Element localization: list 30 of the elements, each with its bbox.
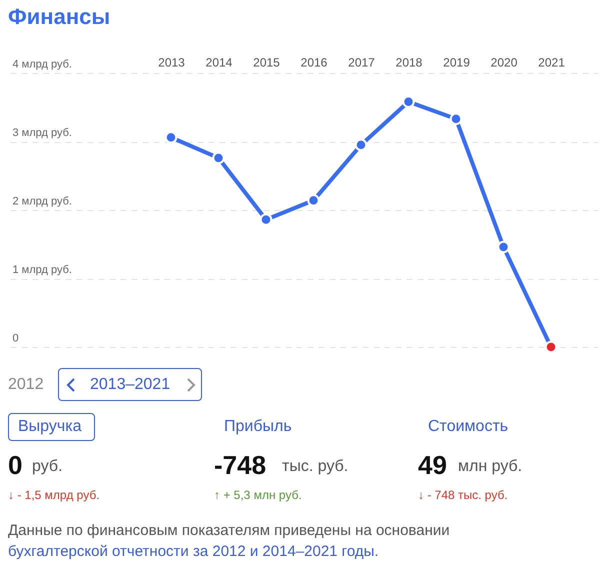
x-tick-label: 2017 xyxy=(348,56,376,70)
y-tick-label: 3 млрд руб. xyxy=(12,127,72,139)
x-tick-label: 2013 xyxy=(158,56,186,70)
text: Выручка xyxy=(18,418,82,436)
text: ↓ - 748 тыс. руб. xyxy=(418,488,508,502)
y-tick-label: 4 млрд руб. xyxy=(12,58,72,70)
text: Прибыль xyxy=(224,418,292,436)
y-tick-label: 0 xyxy=(12,332,19,344)
x-tick-label: 2016 xyxy=(300,56,328,70)
x-tick-label: 2015 xyxy=(253,56,280,70)
y-tick-label: 2 млрд руб. xyxy=(12,196,72,208)
x-tick-label: 2019 xyxy=(443,56,470,70)
text: ↑ + 5,3 млн руб. xyxy=(214,488,302,502)
text: Данные по финансовым показателям приведены на основании xyxy=(8,522,450,539)
text: ↓ - 1,5 млрд руб. xyxy=(8,488,100,502)
text: 2013–2021 xyxy=(90,376,170,394)
x-tick-label: 2014 xyxy=(206,56,233,70)
text: Стоимость xyxy=(428,418,508,436)
x-tick-label: 2021 xyxy=(538,56,566,70)
x-tick-label: 2018 xyxy=(396,56,423,70)
text: бухгалтерской отчетности за 2012 и 2014–2021 годы. xyxy=(8,543,379,560)
text: руб. xyxy=(32,458,63,476)
x-tick-label: 2020 xyxy=(490,56,518,70)
text: млн руб. xyxy=(458,458,522,476)
text: тыс. руб. xyxy=(282,458,348,476)
text: 2012 xyxy=(8,376,44,394)
text: -748 xyxy=(214,450,266,481)
text: 49 xyxy=(418,450,447,481)
chart-title: Финансы xyxy=(8,4,110,30)
y-tick-label: 1 млрд руб. xyxy=(12,264,72,276)
